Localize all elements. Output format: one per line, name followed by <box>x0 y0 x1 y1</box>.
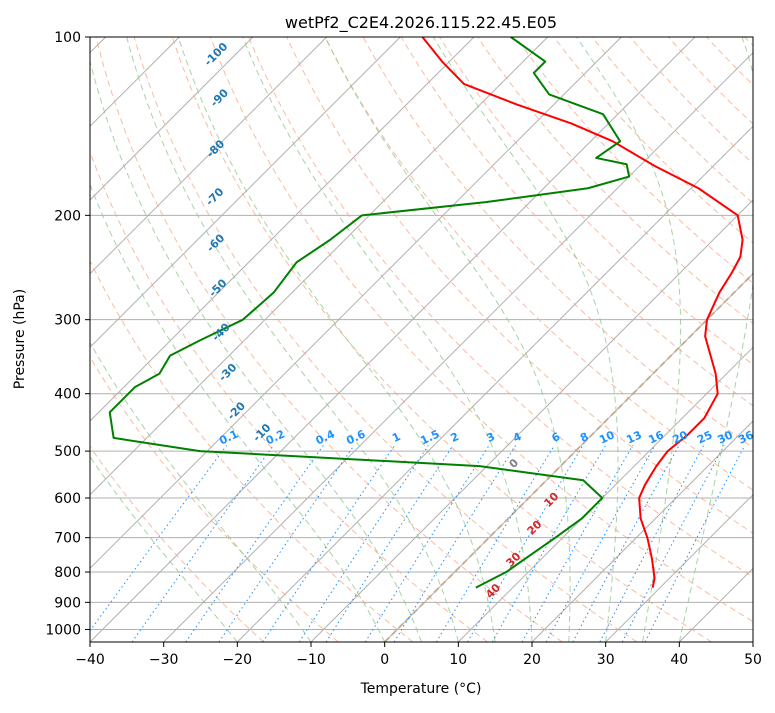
isotherm-gridline <box>0 37 474 642</box>
mixing-ratio-label: 13 <box>624 428 643 446</box>
mixing-ratio-line <box>645 445 745 642</box>
moist-adiabats <box>0 37 775 642</box>
mixing-ratio-line <box>263 445 395 642</box>
dry-adiabat-line <box>745 37 775 642</box>
mixing-ratio-line <box>546 445 655 642</box>
isotherm-gridline <box>458 37 775 642</box>
mixing-ratio-label: 4 <box>511 430 524 445</box>
isotherm-gridline <box>16 37 621 642</box>
moist-adiabat-zero-label: 0 <box>507 456 522 471</box>
mixing-ratio-label: 0.4 <box>314 427 337 447</box>
moist-adiabat-line <box>84 37 421 642</box>
x-tick-label: 30 <box>597 652 615 668</box>
moist-adiabat-line <box>0 37 311 642</box>
dry-adiabat-line <box>592 37 775 642</box>
isotherm-gridline <box>237 37 775 642</box>
x-tick-label: 20 <box>523 652 541 668</box>
y-tick-label: 200 <box>54 208 81 224</box>
dry-adiabat-line <box>439 37 775 642</box>
chart-title: wetPf2_C2E4.2026.115.22.45.E05 <box>285 13 557 33</box>
isotherm-gridline <box>164 37 769 642</box>
dry-adiabat-line <box>0 37 264 642</box>
mixing-ratio-line <box>82 445 227 642</box>
x-tick-label: 0 <box>380 652 389 668</box>
isotherm-gridline <box>90 37 695 642</box>
mixing-ratio-label: 10 <box>597 428 617 446</box>
mixing-ratio-label: 3 <box>485 430 497 445</box>
dry-adiabat-line <box>668 37 775 642</box>
y-axis-label: Pressure (hPa) <box>12 289 28 389</box>
mixing-ratio-label: 0.1 <box>217 427 240 447</box>
mixing-ratio-label: 25 <box>695 428 714 446</box>
dry-adiabat-label: 30 <box>504 549 524 569</box>
x-tick-label: 10 <box>449 652 467 668</box>
moist-adiabat-line <box>325 37 570 642</box>
mixing-ratio-line <box>394 445 515 642</box>
dry-adiabat-line <box>134 37 637 642</box>
moist-adiabat-line <box>243 37 532 642</box>
isotherm-gridline <box>753 37 775 642</box>
mixing-ratio-label: 1.5 <box>418 427 441 447</box>
dry-adiabat-label: 10 <box>541 490 561 510</box>
mixing-ratio-line <box>468 445 583 642</box>
moist-adiabat-label: -70 <box>203 185 226 208</box>
mixing-ratio-label: 2 <box>449 430 461 445</box>
y-tick-label: 800 <box>54 565 81 581</box>
isotherm-gridline <box>606 37 775 642</box>
dry-adiabat-line <box>58 37 488 642</box>
x-axis-label: Temperature (°C) <box>360 681 482 697</box>
moist-adiabat-line <box>679 37 763 642</box>
dry-adiabat-line <box>478 37 775 642</box>
moist-adiabat-label: -60 <box>204 231 227 254</box>
isotherm-gridline <box>532 37 775 642</box>
dry-adiabat-label: 40 <box>483 581 503 601</box>
dry-adiabat-line <box>96 37 562 642</box>
y-tick-label: 600 <box>54 491 81 507</box>
moist-adiabat-label: -50 <box>206 276 229 299</box>
moist-adiabat-line <box>178 37 495 642</box>
x-tick-label: −40 <box>75 652 105 668</box>
mixing-ratio-line <box>365 445 489 642</box>
y-tick-label: 1000 <box>45 622 81 638</box>
gridlines <box>0 37 775 642</box>
mixing-ratio-label: 20 <box>671 428 691 446</box>
y-tick-label: 700 <box>54 531 81 547</box>
moist-adiabat-label: -80 <box>204 137 227 160</box>
mixing-ratio-label: 30 <box>716 428 736 446</box>
mixing-ratio-label: 1 <box>390 430 402 445</box>
dry-adiabats <box>0 37 775 642</box>
moist-adiabat-line <box>577 37 681 642</box>
plot-frame <box>90 37 753 642</box>
dry-adiabat-line <box>516 37 775 642</box>
y-tick-label: 300 <box>54 313 81 329</box>
x-tick-label: −30 <box>149 652 179 668</box>
y-tick-label: 500 <box>54 444 81 460</box>
x-tick-label: −10 <box>296 652 326 668</box>
y-tick-label: 400 <box>54 387 81 403</box>
x-tick-label: 40 <box>670 652 688 668</box>
dry-adiabat-line <box>707 37 775 642</box>
y-tick-label: 900 <box>54 595 81 611</box>
isotherm-gridline <box>679 37 775 642</box>
mixing-ratio-line <box>186 445 324 642</box>
x-tick-label: 50 <box>744 652 762 668</box>
dry-adiabat-line <box>554 37 775 642</box>
moist-adiabat-label: -90 <box>208 86 231 109</box>
moist-adiabat-label: -20 <box>225 399 248 422</box>
dry-adiabat-label: 20 <box>525 517 545 537</box>
mixing-ratio-label: 16 <box>646 428 666 446</box>
y-tick-label: 100 <box>54 30 81 46</box>
mixing-ratio-line <box>219 445 354 642</box>
x-tick-label: −20 <box>223 652 253 668</box>
